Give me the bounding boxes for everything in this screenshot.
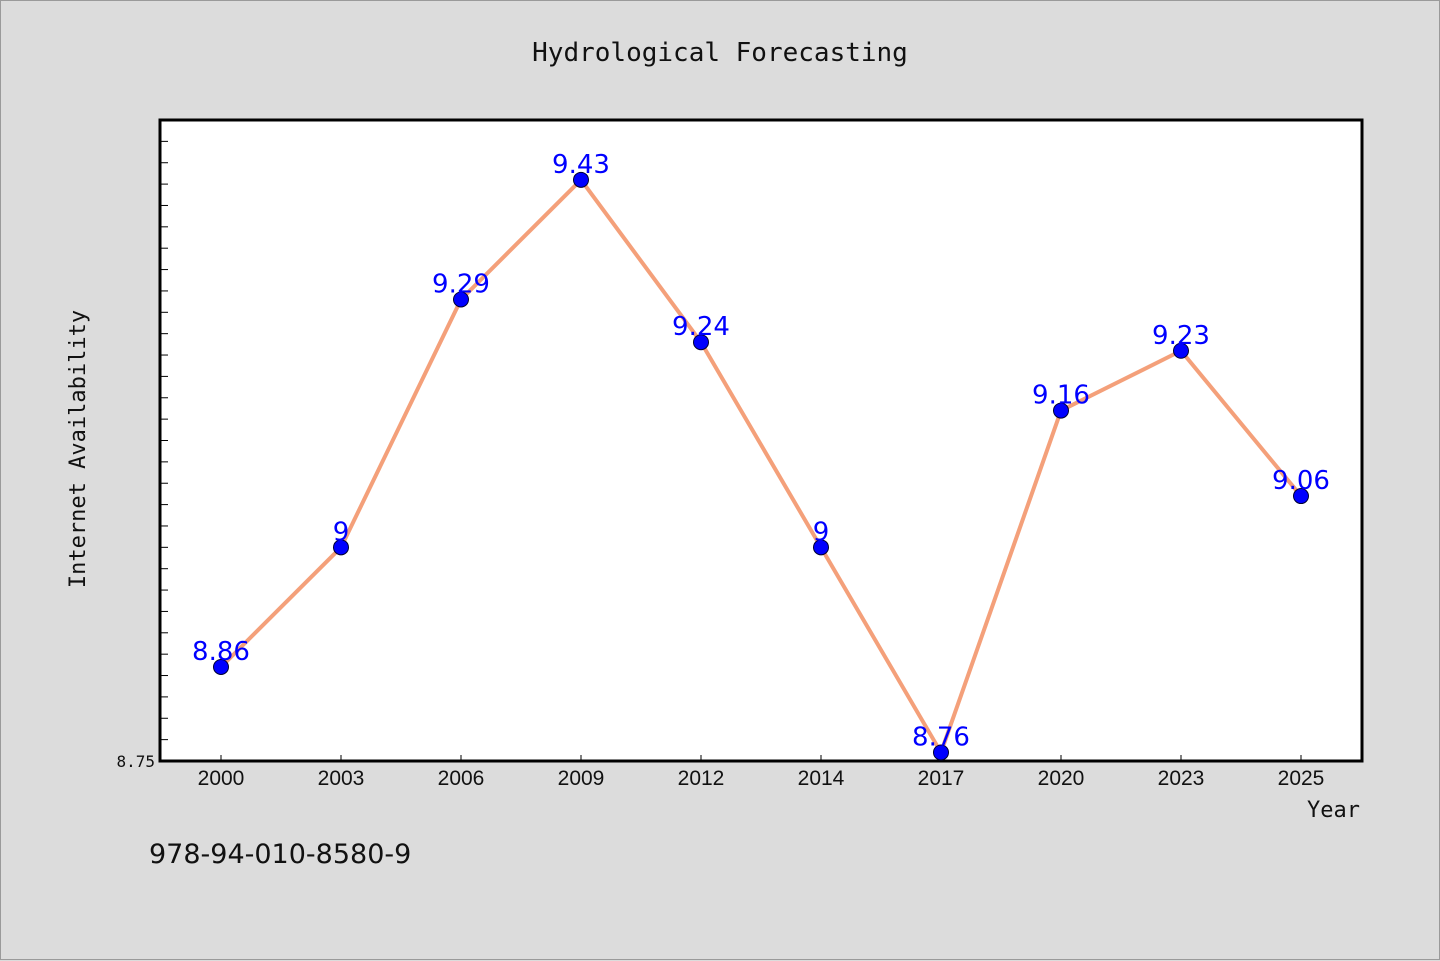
series-group: 8.86 9 9.29 9.43 9.24 9 8.76 9.16 9.23 9.06 bbox=[192, 150, 1330, 761]
data-point bbox=[213, 658, 229, 675]
data-label: 9 bbox=[813, 517, 830, 547]
x-tick-label: 2009 bbox=[558, 767, 605, 790]
data-label: 9.23 bbox=[1152, 321, 1210, 351]
data-label: 9.29 bbox=[432, 269, 490, 299]
data-label: 9.24 bbox=[672, 312, 730, 342]
data-label: 9 bbox=[333, 517, 350, 547]
data-point bbox=[693, 334, 709, 351]
x-tick-label: 2000 bbox=[198, 767, 245, 790]
x-tick-label: 2025 bbox=[1278, 767, 1325, 790]
isbn-text: 978-94-010-8580-9 bbox=[149, 839, 411, 870]
x-tick-label: 2023 bbox=[1158, 767, 1205, 790]
data-label: 8.86 bbox=[192, 637, 250, 667]
x-tick-label: 2017 bbox=[918, 767, 965, 790]
data-point bbox=[813, 539, 829, 556]
data-point bbox=[1053, 402, 1069, 419]
data-point bbox=[453, 291, 469, 308]
x-axis-ticks: 2000 2003 2006 2009 2012 2014 2017 2020 2023 2025 bbox=[198, 755, 1325, 790]
x-tick-label: 2014 bbox=[798, 767, 845, 790]
y-tick-label: 8.75 bbox=[116, 752, 155, 771]
data-point bbox=[1293, 488, 1309, 505]
x-tick-label: 2006 bbox=[438, 767, 485, 790]
chart-title: Hydrological Forecasting bbox=[532, 38, 908, 68]
data-point bbox=[333, 539, 349, 556]
data-point bbox=[933, 744, 949, 761]
y-axis-ticks: 8.75 bbox=[116, 140, 168, 771]
x-tick-label: 2012 bbox=[678, 767, 725, 790]
data-point bbox=[573, 171, 589, 188]
y-axis-label: Internet Availability bbox=[66, 310, 91, 588]
plot-area bbox=[158, 118, 1364, 763]
data-label: 9.43 bbox=[552, 150, 610, 180]
x-axis-label: Year bbox=[1307, 798, 1360, 823]
data-label: 9.06 bbox=[1272, 466, 1330, 496]
data-label: 9.16 bbox=[1032, 381, 1090, 411]
x-tick-label: 2020 bbox=[1038, 767, 1085, 790]
data-label: 8.76 bbox=[912, 722, 970, 752]
series-line bbox=[219, 177, 1303, 755]
data-point bbox=[1173, 342, 1189, 359]
x-tick-label: 2003 bbox=[318, 767, 365, 790]
